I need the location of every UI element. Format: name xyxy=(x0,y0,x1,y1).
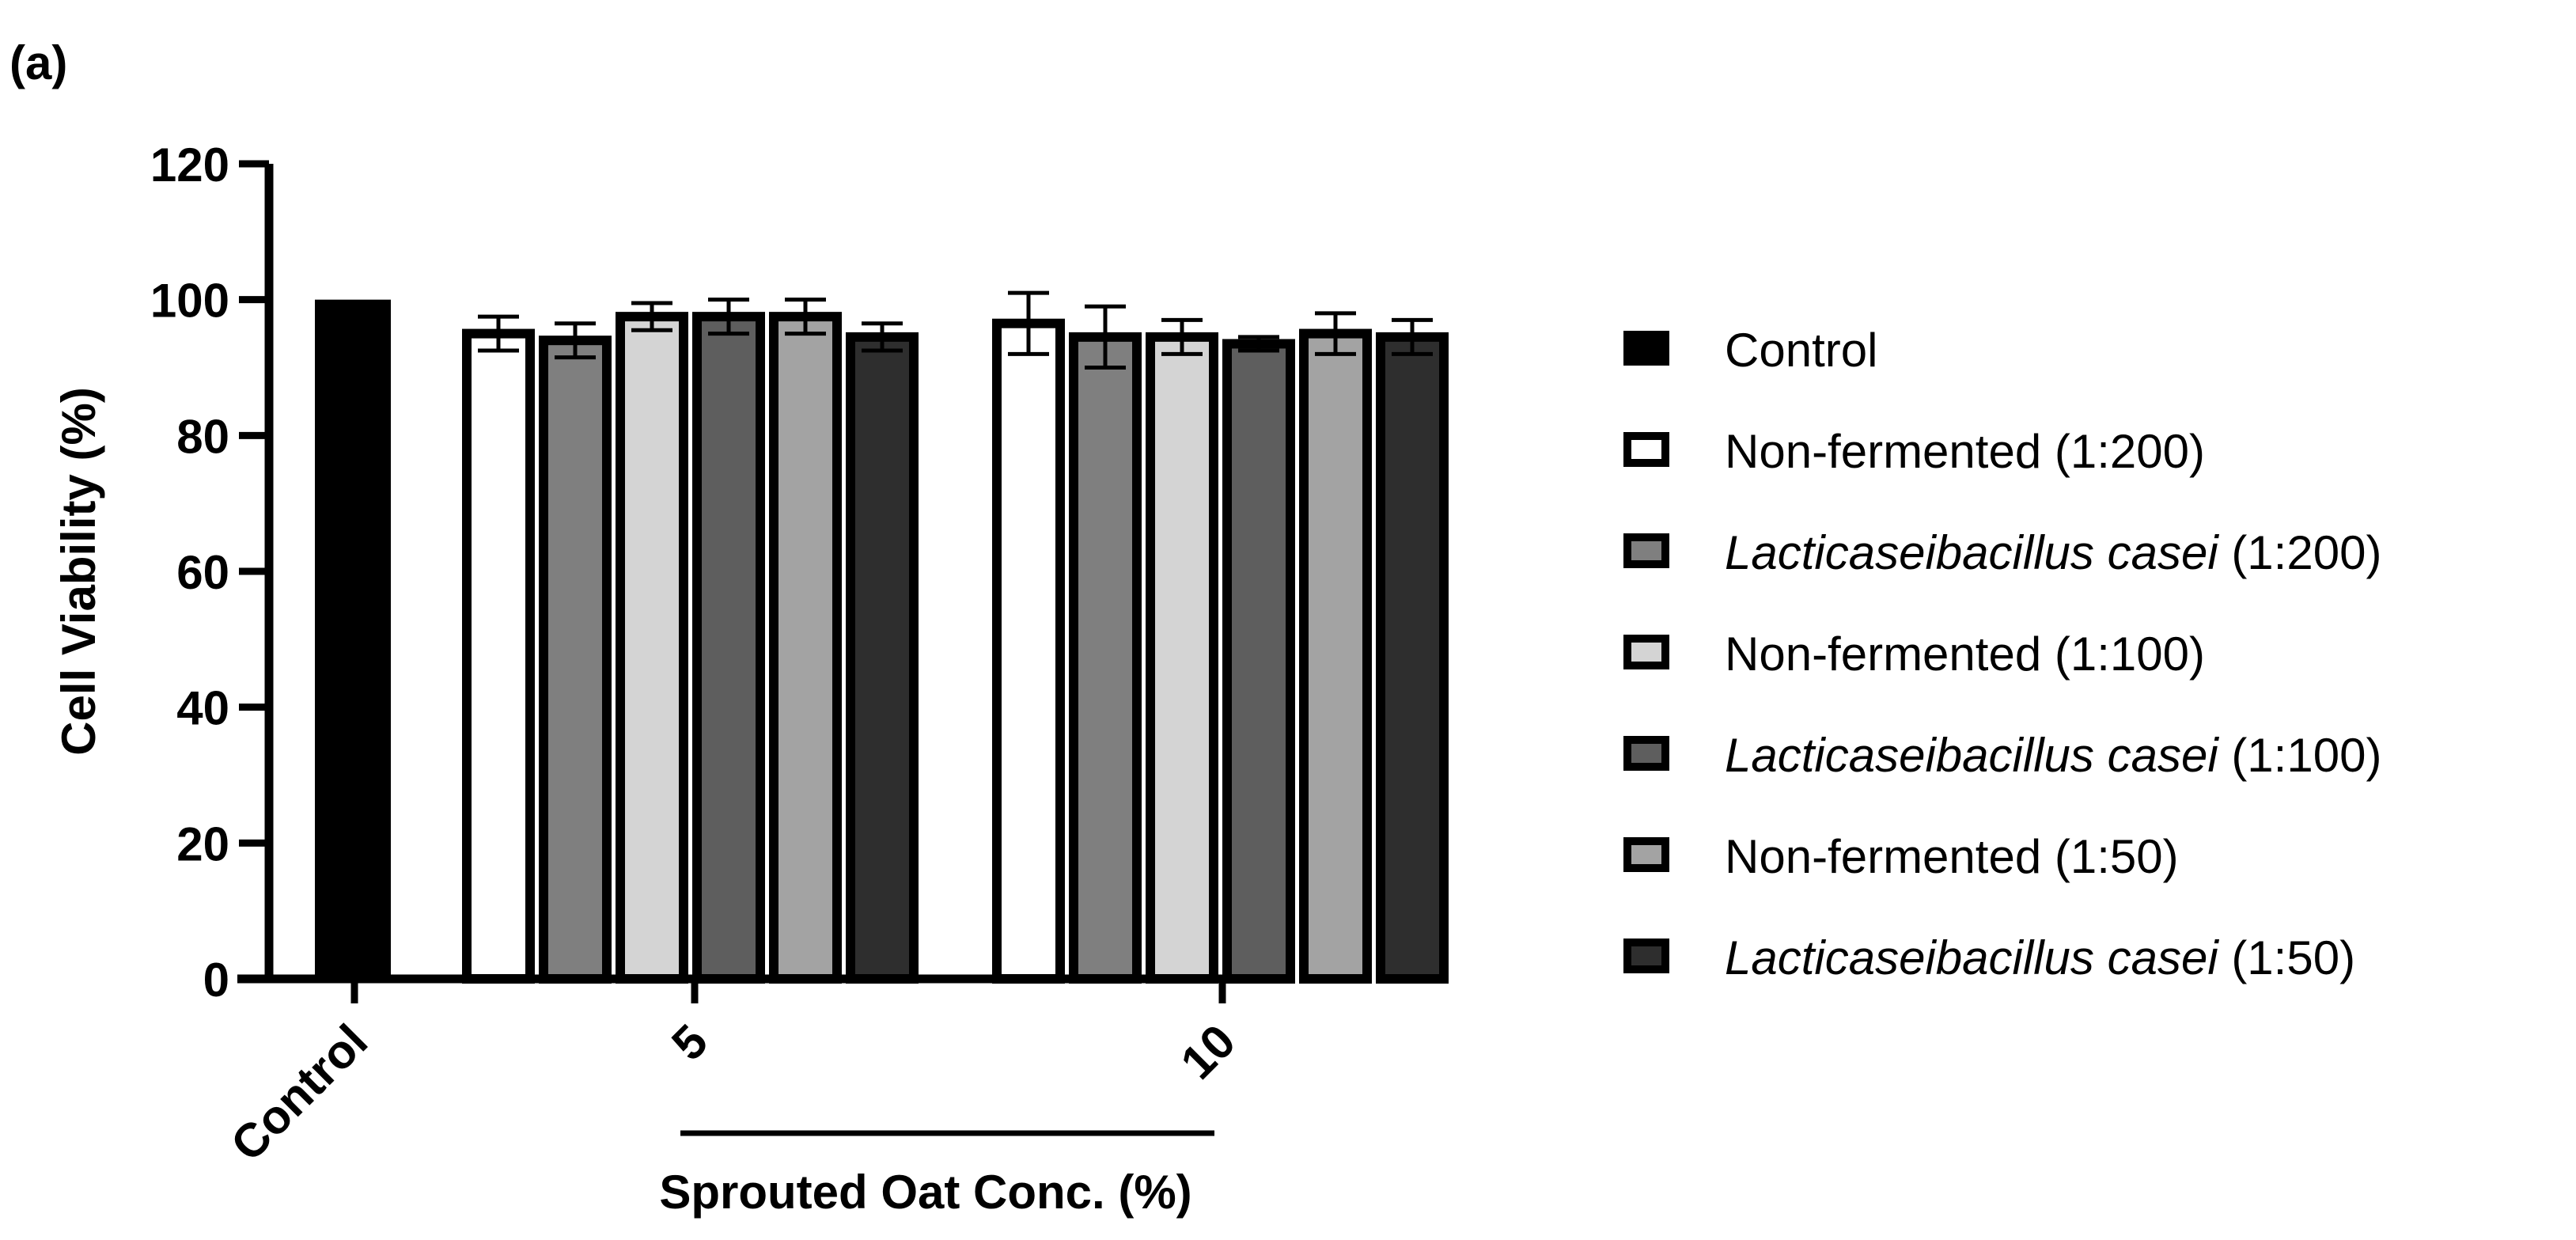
legend-swatch xyxy=(1623,736,1669,771)
legend-label: Non-fermented (1:50) xyxy=(1725,830,2179,883)
legend-label: Lacticaseibacillus casei (1:50) xyxy=(1725,931,2355,984)
x-tick-label: Control xyxy=(221,1014,377,1171)
bar xyxy=(315,299,391,980)
legend-label: Non-fermented (1:100) xyxy=(1725,628,2205,681)
y-tick-label: 60 xyxy=(176,546,229,599)
bar xyxy=(1222,339,1295,984)
bar xyxy=(692,312,765,984)
bar xyxy=(616,312,688,984)
bar xyxy=(1299,328,1372,984)
bar xyxy=(539,336,612,984)
x-ticks: Control 5 10 xyxy=(221,979,1245,1171)
legend-label: Control xyxy=(1725,324,1877,377)
legend-swatch xyxy=(1623,837,1669,872)
y-tick-label: 20 xyxy=(176,817,229,870)
bar xyxy=(1376,332,1449,984)
y-tick-label: 40 xyxy=(176,682,229,735)
panel-label: (a) xyxy=(9,36,67,89)
legend-swatch xyxy=(1623,432,1669,467)
legend-label: Lacticaseibacillus casei (1:200) xyxy=(1725,526,2381,579)
y-axis-label: Cell Viability (%) xyxy=(52,387,105,756)
bar xyxy=(992,318,1065,984)
y-tick-label: 80 xyxy=(176,410,229,463)
x-tick-label: 5 xyxy=(661,1014,718,1071)
legend: Control Non-fermented (1:200) Lacticaseiba… xyxy=(1623,324,2381,984)
x-tick-label: 10 xyxy=(1171,1014,1246,1090)
legend-label: Lacticaseibacillus casei (1:100) xyxy=(1725,729,2381,782)
bar xyxy=(462,328,535,984)
legend-label: Non-fermented (1:200) xyxy=(1725,425,2205,478)
bar xyxy=(1069,332,1142,984)
legend-swatch xyxy=(1623,635,1669,669)
legend-swatch xyxy=(1623,939,1669,973)
x-axis-label: Sprouted Oat Conc. (%) xyxy=(659,1166,1191,1219)
bars xyxy=(315,290,1449,984)
legend-swatch xyxy=(1623,533,1669,568)
bar xyxy=(846,332,919,984)
bar xyxy=(769,312,842,984)
y-tick-label: 0 xyxy=(203,954,229,1007)
y-tick-label: 100 xyxy=(150,275,229,328)
y-tick-label: 120 xyxy=(150,138,229,191)
y-ticks: 0 20 40 60 80 100 120 xyxy=(150,138,269,1007)
legend-swatch xyxy=(1623,331,1669,366)
bar xyxy=(1146,332,1218,984)
